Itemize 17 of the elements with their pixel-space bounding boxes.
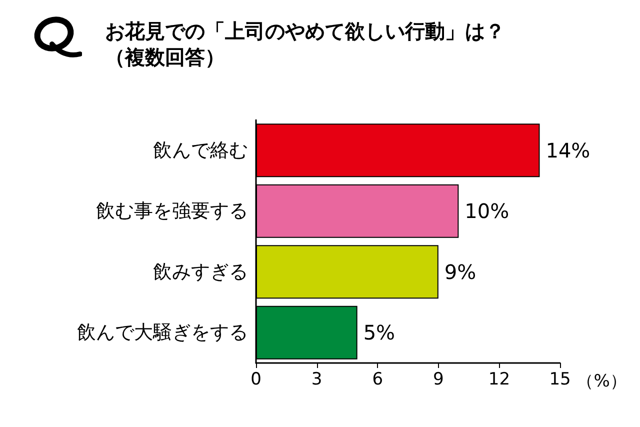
chart-subtitle: （複数回答） <box>105 45 225 69</box>
y-tick-label: 飲んで絡む <box>153 139 248 162</box>
chart-title: お花見での「上司のやめて欲しい行動」は？ <box>105 19 505 43</box>
data-label: 9% <box>444 260 476 284</box>
y-tick-label: 飲みすぎる <box>153 260 248 283</box>
data-label: 5% <box>363 320 396 345</box>
y-tick-label: 飲む事を強要する <box>96 200 248 222</box>
x-axis-title: （%） <box>576 372 627 392</box>
x-tick-label: 6 <box>372 370 384 390</box>
x-tick-label: 3 <box>311 370 322 390</box>
x-tick-label: 0 <box>250 370 262 390</box>
x-tick-label: 15 <box>549 370 571 390</box>
data-label: 14% <box>546 138 590 162</box>
y-tick-label: 飲んで大騒ぎをする <box>77 322 248 344</box>
data-label: 10% <box>464 199 510 224</box>
x-tick-label: 9 <box>432 370 444 390</box>
x-tick-label: 12 <box>488 370 510 390</box>
